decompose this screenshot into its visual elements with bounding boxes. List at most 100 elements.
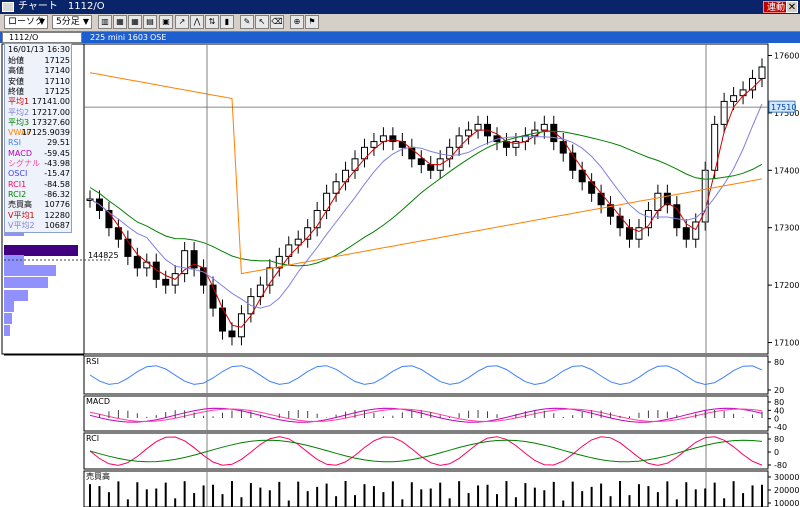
- bar-chart-icon[interactable]: ▮: [220, 15, 234, 29]
- candle-body: [692, 221, 700, 240]
- info-value: 12280: [44, 210, 70, 220]
- sync-button[interactable]: 連動: [763, 1, 790, 13]
- candle-body: [588, 181, 596, 194]
- interval-value: 5分足: [56, 17, 80, 27]
- candle-body: [209, 284, 217, 309]
- candle-body: [540, 123, 548, 131]
- candle-body: [275, 255, 283, 269]
- info-value: 17217.00: [31, 107, 70, 117]
- volume-profile-label: 144825: [88, 251, 119, 260]
- candle-body: [701, 169, 709, 223]
- panel-frame: [83, 470, 769, 507]
- candle-body: [446, 146, 454, 160]
- cursor-icon[interactable]: ↖: [255, 15, 269, 29]
- candle-body: [465, 129, 473, 137]
- info-label: VWAP: [8, 128, 32, 138]
- candle-body: [398, 141, 406, 148]
- zoom-icon[interactable]: ⊕: [290, 15, 304, 29]
- candle-body: [200, 267, 208, 286]
- price-tick-label: 17500: [774, 109, 799, 118]
- candle-body: [730, 95, 738, 102]
- window-title: チャート 1112/O: [18, 1, 105, 12]
- candle-body: [635, 227, 643, 240]
- info-value: -84.58: [44, 179, 70, 189]
- candle-body: [673, 204, 681, 229]
- ma3-line: [89, 130, 763, 267]
- symbol-input[interactable]: 1112/O: [2, 32, 82, 43]
- info-row: OSCI -15.47: [7, 169, 71, 179]
- chevron-down-icon: ▼: [38, 17, 45, 26]
- signal-line: [89, 408, 763, 423]
- info-row: 平均3 17327.60: [7, 118, 71, 128]
- candle-body: [133, 255, 141, 269]
- chart-window-icon: [2, 2, 14, 12]
- info-label: 終値: [8, 86, 24, 96]
- info-value: -86.32: [44, 189, 70, 199]
- candle-icon[interactable]: ▥: [98, 15, 112, 29]
- info-date: 16/01/13: [8, 45, 44, 54]
- info-row: RCI2 -86.32: [7, 190, 71, 200]
- sub-panel-tick-label: 40: [774, 406, 784, 415]
- data-icon[interactable]: ▤: [143, 15, 157, 29]
- info-row: RCI1 -84.58: [7, 180, 71, 190]
- info-label: シグナル: [8, 159, 40, 168]
- candle-body: [162, 278, 170, 286]
- info-label: V平均1: [8, 210, 35, 220]
- candle-body: [474, 123, 482, 131]
- info-value: -15.47: [44, 169, 70, 179]
- sub-panel-tick-label: 10000: [774, 499, 799, 507]
- info-label: 売買高: [8, 200, 32, 210]
- table-icon[interactable]: ▦: [113, 15, 127, 29]
- indicator-icon[interactable]: ⋀: [190, 15, 204, 29]
- candle-body: [758, 66, 766, 79]
- sub-panel-tick-label: -80: [774, 461, 787, 470]
- sub-panel-tick-label: 0: [774, 448, 779, 457]
- rci2-line: [89, 439, 763, 463]
- panel-frame: [83, 395, 769, 432]
- sub-panel-title: RSI: [86, 357, 99, 366]
- close-button[interactable]: ✕: [786, 1, 798, 13]
- eraser-icon[interactable]: ⌫: [270, 15, 284, 29]
- info-row: 平均2 17217.00: [7, 108, 71, 118]
- contract-name: 225 mini 1603: [90, 33, 149, 42]
- candle-body: [124, 238, 132, 257]
- candle-body: [237, 313, 245, 338]
- candle-body: [578, 169, 586, 183]
- title-bar: チャート 1112/O 連動 ✕: [0, 0, 800, 14]
- candle-body: [644, 209, 652, 229]
- info-value: 10776: [44, 200, 70, 210]
- volume-profile-bar: [4, 313, 12, 324]
- sub-panel-tick-label: 20: [774, 386, 784, 395]
- list-icon[interactable]: ▣: [159, 15, 173, 29]
- candle-body: [266, 267, 274, 286]
- info-time: 16:30: [46, 45, 70, 54]
- info-value: 17140: [44, 66, 70, 76]
- compare-icon[interactable]: ⇅: [205, 15, 219, 29]
- info-label: OSCI: [8, 169, 28, 179]
- info-label: RSI: [8, 138, 21, 148]
- pen-icon[interactable]: ✎: [240, 15, 254, 29]
- candle-body: [256, 284, 264, 298]
- candle-body: [105, 209, 113, 229]
- candle-body: [351, 158, 359, 171]
- current-price-label: 17510: [771, 103, 796, 112]
- grid-icon[interactable]: ▦: [128, 15, 142, 29]
- candle-body: [313, 209, 321, 229]
- candle-body: [512, 141, 520, 148]
- info-label: 始値: [8, 56, 24, 65]
- info-label: V平均2: [8, 220, 35, 230]
- chart-type-select[interactable]: ローソク ▼: [4, 15, 48, 29]
- sub-panel-tick-label: 80: [774, 358, 784, 367]
- interval-select[interactable]: 5分足 ▼: [52, 15, 92, 29]
- sub-panel-tick-label: -40: [774, 423, 787, 432]
- flag-icon[interactable]: ⚑: [305, 15, 319, 29]
- candle-body: [559, 141, 567, 154]
- sub-panel-title: 売買高: [86, 471, 110, 481]
- price-tick-label: 17200: [774, 281, 799, 290]
- info-value: 17125: [44, 86, 70, 96]
- info-row: MACD -59.45: [7, 149, 71, 159]
- info-value: 17110: [44, 76, 70, 86]
- line-chart-icon[interactable]: ↗: [175, 15, 189, 29]
- info-value: 10687: [44, 220, 70, 230]
